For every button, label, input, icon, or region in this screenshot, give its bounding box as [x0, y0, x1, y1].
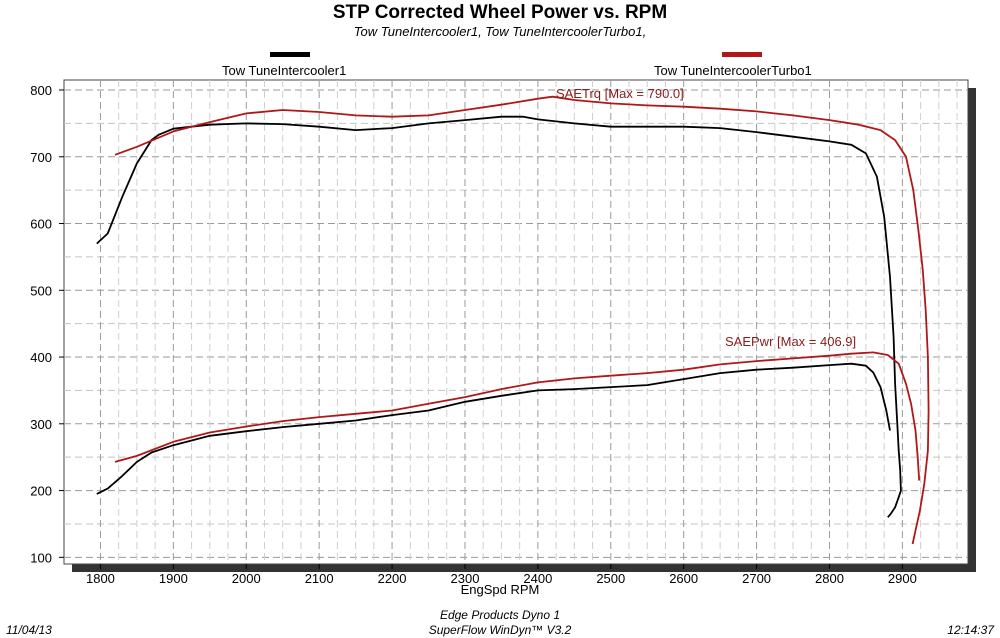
- x-tick-label: 1900: [159, 571, 188, 586]
- legend-swatch-black: [270, 52, 310, 57]
- chart-subtitle: Tow TuneIntercooler1, Tow TuneIntercoole…: [353, 24, 647, 39]
- y-tick-label: 200: [30, 484, 52, 499]
- x-axis-label: EngSpd RPM: [461, 582, 540, 597]
- footer-time: 12:14:37: [947, 623, 994, 637]
- torque-max-annotation: SAETrq [Max = 790.0]: [556, 86, 684, 101]
- legend-label-red: Tow TuneIntercoolerTurbo1: [654, 63, 812, 78]
- chart-title: STP Corrected Wheel Power vs. RPM: [332, 2, 668, 23]
- series-line-3: [114, 351, 921, 481]
- footer-software: SuperFlow WinDyn™ V3.2: [428, 623, 572, 637]
- x-tick-label: 2800: [815, 571, 844, 586]
- y-tick-label: 400: [30, 350, 52, 365]
- y-tick-label: 600: [30, 217, 52, 232]
- legend-label-black: Tow TuneIntercooler1: [222, 63, 347, 78]
- plot-area: [63, 79, 969, 565]
- y-tick-label: 100: [30, 550, 52, 565]
- x-tick-label: 2600: [669, 571, 698, 586]
- x-tick-label: 2700: [742, 571, 771, 586]
- y-axis: 100 200 300 400 500 600 700 800: [30, 83, 64, 565]
- x-tick-label: 2400: [523, 571, 552, 586]
- y-tick-label: 700: [30, 150, 52, 165]
- series-line-1: [114, 95, 930, 545]
- legend-swatch-red: [722, 52, 762, 57]
- x-tick-label: 2100: [305, 571, 334, 586]
- x-axis: 1800 1900 2000 2100 2200 2300 2400 2500 2600 2700…: [86, 564, 917, 586]
- x-tick-label: 2500: [596, 571, 625, 586]
- x-tick-label: 1800: [86, 571, 115, 586]
- x-tick-label: 2900: [888, 571, 917, 586]
- y-tick-label: 300: [30, 417, 52, 432]
- footer-date: 11/04/13: [6, 623, 52, 637]
- footer-dyno: Edge Products Dyno 1: [439, 608, 561, 622]
- y-tick-label: 800: [30, 83, 52, 98]
- y-tick-label: 500: [30, 283, 52, 298]
- power-max-annotation: SAEPwr [Max = 406.9]: [725, 334, 856, 349]
- series-line-2: [96, 362, 891, 495]
- gridlines: [64, 80, 968, 564]
- x-tick-label: 2200: [378, 571, 407, 586]
- x-tick-label: 2000: [232, 571, 261, 586]
- x-tick-label: 2300: [451, 571, 480, 586]
- series-lines: [96, 95, 930, 545]
